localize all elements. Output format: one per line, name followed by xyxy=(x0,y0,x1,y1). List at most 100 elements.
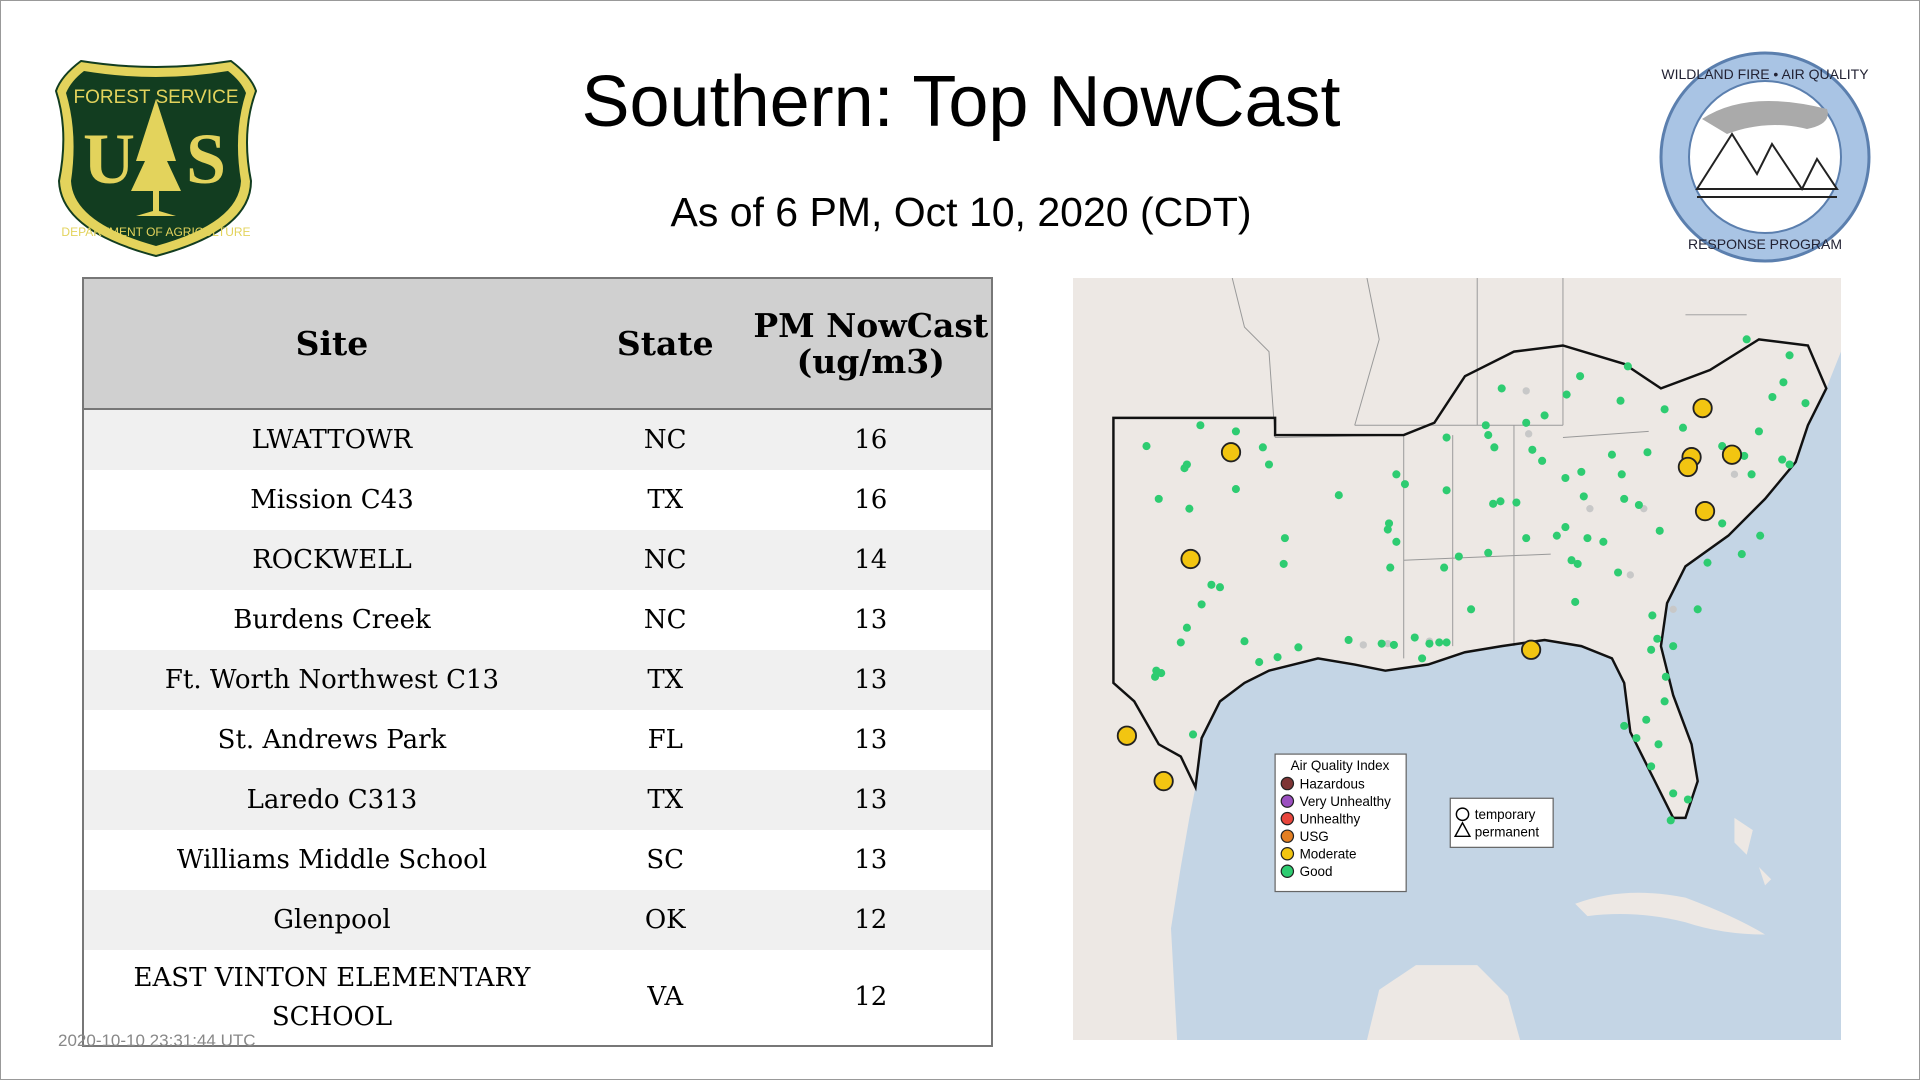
site-marker-good[interactable] xyxy=(1623,362,1632,371)
site-marker-good[interactable] xyxy=(1176,638,1185,647)
site-marker-good[interactable] xyxy=(1768,392,1777,402)
site-marker-good[interactable] xyxy=(1240,637,1249,646)
site-marker-good[interactable] xyxy=(1552,531,1561,540)
site-marker-good[interactable] xyxy=(1384,519,1394,528)
site-marker-good[interactable] xyxy=(1442,433,1451,442)
site-marker-good[interactable] xyxy=(1157,669,1166,678)
site-marker-good[interactable] xyxy=(1258,443,1267,452)
site-marker-good[interactable] xyxy=(1386,563,1395,572)
site-marker-good[interactable] xyxy=(1583,534,1592,543)
site-marker-good[interactable] xyxy=(1389,640,1398,649)
site-marker-good[interactable] xyxy=(1418,654,1427,663)
site-marker-good[interactable] xyxy=(1264,460,1274,469)
site-marker-good[interactable] xyxy=(1512,498,1521,507)
site-marker-good[interactable] xyxy=(1669,789,1678,798)
site-marker-good[interactable] xyxy=(1334,491,1343,500)
site-marker-good[interactable] xyxy=(1678,423,1688,432)
site-marker-good[interactable] xyxy=(1756,531,1765,540)
site-marker-good[interactable] xyxy=(1273,653,1282,662)
site-marker-good[interactable] xyxy=(1669,642,1678,651)
site-marker-good[interactable] xyxy=(1180,464,1189,473)
site-marker-good[interactable] xyxy=(1634,500,1643,510)
site-marker-good[interactable] xyxy=(1620,494,1629,503)
site-marker-good[interactable] xyxy=(1481,421,1490,430)
site-marker-good[interactable] xyxy=(1801,399,1810,408)
site-marker-good[interactable] xyxy=(1567,556,1576,565)
site-marker-good[interactable] xyxy=(1718,519,1727,528)
site-marker-good[interactable] xyxy=(1440,563,1449,572)
site-marker-good[interactable] xyxy=(1231,427,1240,436)
site-marker-good[interactable] xyxy=(1490,443,1499,452)
site-marker-moderate[interactable] xyxy=(1694,501,1716,522)
site-marker-good[interactable] xyxy=(1344,635,1353,645)
site-marker-good[interactable] xyxy=(1647,645,1656,654)
site-marker-good[interactable] xyxy=(1643,448,1652,457)
site-marker-good[interactable] xyxy=(1484,431,1493,440)
site-marker-good[interactable] xyxy=(1654,740,1663,749)
site-marker-good[interactable] xyxy=(1683,795,1692,804)
site-marker-good[interactable] xyxy=(1616,396,1625,405)
site-marker-good[interactable] xyxy=(1747,470,1756,479)
site-marker-good[interactable] xyxy=(1562,390,1571,399)
site-marker-good[interactable] xyxy=(1642,715,1651,724)
site-marker-good[interactable] xyxy=(1215,583,1225,592)
site-marker-inactive[interactable] xyxy=(1359,641,1367,649)
site-marker-good[interactable] xyxy=(1703,558,1712,567)
site-marker-good[interactable] xyxy=(1785,460,1794,469)
site-marker-good[interactable] xyxy=(1231,485,1240,494)
site-marker-good[interactable] xyxy=(1577,467,1586,476)
site-marker-good[interactable] xyxy=(1647,762,1656,771)
site-marker-good[interactable] xyxy=(1779,378,1788,387)
site-marker-good[interactable] xyxy=(1377,639,1386,648)
site-marker-good[interactable] xyxy=(1392,470,1401,479)
site-marker-good[interactable] xyxy=(1528,445,1537,454)
site-marker-good[interactable] xyxy=(1778,455,1787,464)
site-marker-inactive[interactable] xyxy=(1730,470,1739,479)
site-marker-good[interactable] xyxy=(1522,534,1531,543)
site-marker-good[interactable] xyxy=(1383,525,1392,534)
site-marker-inactive[interactable] xyxy=(1586,505,1594,513)
site-marker-good[interactable] xyxy=(1785,351,1794,360)
site-marker-good[interactable] xyxy=(1188,730,1198,739)
site-marker-good[interactable] xyxy=(1454,552,1463,561)
site-marker-good[interactable] xyxy=(1196,421,1205,430)
site-marker-good[interactable] xyxy=(1742,335,1751,344)
site-marker-good[interactable] xyxy=(1573,559,1582,568)
site-marker-good[interactable] xyxy=(1576,372,1585,381)
site-marker-good[interactable] xyxy=(1185,504,1194,513)
site-marker-good[interactable] xyxy=(1522,418,1531,427)
site-marker-good[interactable] xyxy=(1435,638,1444,647)
site-marker-good[interactable] xyxy=(1718,442,1727,451)
site-marker-good[interactable] xyxy=(1442,486,1451,495)
site-marker-good[interactable] xyxy=(1197,600,1206,609)
site-marker-good[interactable] xyxy=(1496,497,1505,506)
site-marker-moderate[interactable] xyxy=(1220,442,1242,463)
site-marker-good[interactable] xyxy=(1607,450,1616,459)
site-marker-good[interactable] xyxy=(1693,605,1702,614)
site-marker-good[interactable] xyxy=(1666,816,1675,825)
site-marker-good[interactable] xyxy=(1467,605,1476,614)
site-marker-inactive[interactable] xyxy=(1384,639,1392,648)
site-marker-good[interactable] xyxy=(1614,568,1623,577)
site-marker-good[interactable] xyxy=(1632,734,1641,743)
site-marker-good[interactable] xyxy=(1660,697,1669,706)
site-marker-good[interactable] xyxy=(1538,456,1547,465)
site-marker-good[interactable] xyxy=(1579,492,1588,501)
site-marker-good[interactable] xyxy=(1653,634,1662,643)
site-marker-moderate[interactable] xyxy=(1153,770,1174,792)
site-marker-good[interactable] xyxy=(1400,480,1409,489)
site-marker-good[interactable] xyxy=(1255,658,1264,667)
site-marker-inactive[interactable] xyxy=(1522,387,1530,395)
site-marker-moderate[interactable] xyxy=(1721,444,1743,465)
site-marker-good[interactable] xyxy=(1599,537,1608,546)
site-marker-good[interactable] xyxy=(1617,470,1626,479)
site-marker-inactive[interactable] xyxy=(1524,430,1533,438)
site-marker-good[interactable] xyxy=(1561,523,1570,532)
site-marker-good[interactable] xyxy=(1740,451,1749,460)
site-marker-moderate[interactable] xyxy=(1677,456,1698,478)
site-marker-moderate[interactable] xyxy=(1692,397,1713,419)
site-marker-good[interactable] xyxy=(1410,633,1419,642)
site-marker-good[interactable] xyxy=(1660,405,1669,414)
site-marker-moderate[interactable] xyxy=(1116,725,1137,746)
site-marker-good[interactable] xyxy=(1540,411,1549,420)
